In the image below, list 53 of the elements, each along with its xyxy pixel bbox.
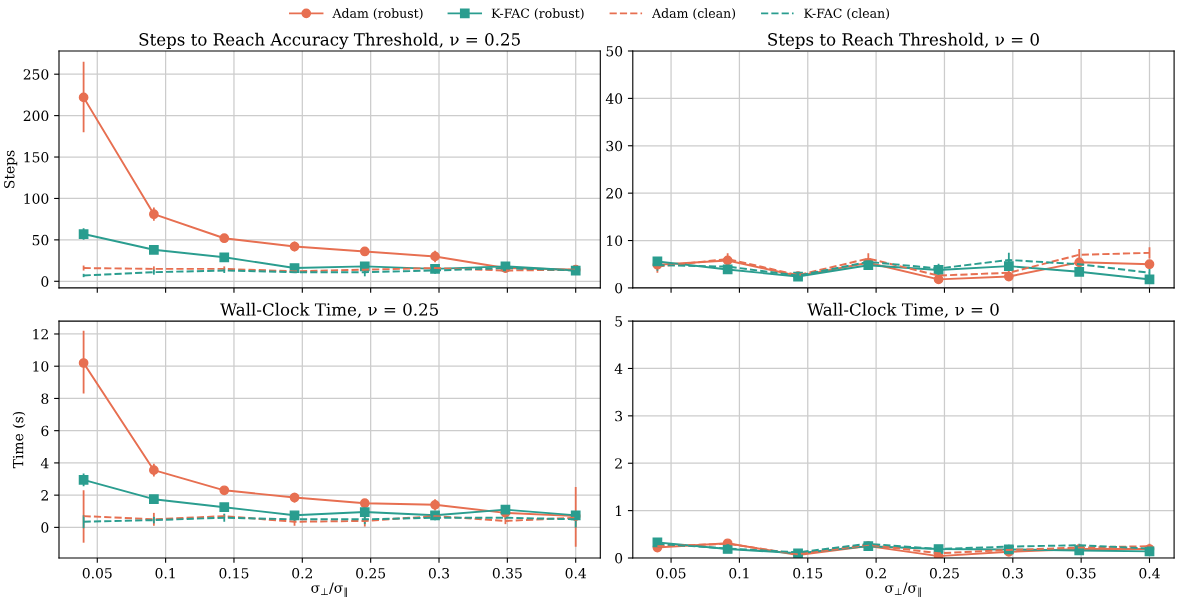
y-tick-label: 50 <box>606 45 623 57</box>
y-tick-label: 4 <box>614 363 623 374</box>
x-tick-label: 0.05 <box>82 567 112 579</box>
y-tick-label: 0 <box>41 276 49 287</box>
y-tick-label: 30 <box>606 140 623 152</box>
x-tick-label: 0.4 <box>1139 567 1160 579</box>
x-tick-label: 0.4 <box>565 567 587 579</box>
x-axis-title: σ$_{⊥}$/σ$_{∥}$ <box>885 582 921 598</box>
y-tick-label: 0 <box>615 552 623 564</box>
y-tick-label: 5 <box>615 316 622 327</box>
y-tick-label: 0 <box>615 282 623 294</box>
chart-title: Steps to Reach Accuracy Threshold, ν = 0.25 <box>139 32 520 50</box>
x-tick-label: 0.1 <box>155 567 175 579</box>
y-tick-label: 20 <box>606 188 623 199</box>
x-tick-label: 0.05 <box>656 567 686 579</box>
x-axis-title: σ$_{⊥}$/σ$_{∥}$ <box>311 582 347 598</box>
y-tick-label: 200 <box>23 110 49 122</box>
x-tick-label: 0.1 <box>729 567 749 579</box>
y-tick-label: 3 <box>615 410 623 422</box>
x-tick-label: 0.3 <box>428 567 450 579</box>
x-tick-label: 0.2 <box>292 567 312 579</box>
y-tick-label: 100 <box>24 193 49 204</box>
y-tick-label: 150 <box>24 152 49 163</box>
y-tick-label: 1 <box>615 505 622 516</box>
y-tick-label: 8 <box>41 393 49 404</box>
y-tick-label: 12 <box>33 328 48 340</box>
y-tick-label: 2 <box>41 490 48 501</box>
legend-label: Adam (clean) <box>652 8 736 20</box>
legend-label: K-FAC (robust) <box>491 8 584 20</box>
chart-title: Steps to Reach Threshold, ν = 0 <box>768 32 1039 49</box>
y-axis-title: Steps <box>4 150 18 188</box>
x-tick-label: 0.15 <box>793 567 823 579</box>
chart-title: Wall-Clock Time, ν = 0.25 <box>220 302 438 318</box>
chart-title: Wall-Clock Time, ν = 0 <box>807 302 999 318</box>
y-tick-label: 2 <box>615 458 622 469</box>
y-axis-title: Time (s) <box>12 411 26 469</box>
x-tick-label: 0.3 <box>1002 567 1023 579</box>
x-tick-label: 0.35 <box>1066 567 1096 579</box>
x-tick-label: 0.25 <box>929 567 959 579</box>
y-tick-label: 250 <box>23 69 49 80</box>
x-tick-label: 0.35 <box>492 567 522 579</box>
legend-label: Adam (robust) <box>332 8 423 20</box>
y-tick-label: 10 <box>33 361 49 372</box>
y-tick-label: 4 <box>40 457 49 469</box>
y-tick-label: 6 <box>41 425 49 437</box>
x-tick-label: 0.2 <box>865 567 886 579</box>
y-tick-label: 50 <box>32 234 49 246</box>
y-tick-label: 10 <box>607 235 623 247</box>
legend-label: K-FAC (clean) <box>804 8 890 20</box>
x-tick-label: 0.25 <box>356 567 386 579</box>
y-tick-label: 40 <box>605 93 623 104</box>
x-tick-label: 0.15 <box>219 567 249 579</box>
y-tick-label: 0 <box>41 522 49 533</box>
